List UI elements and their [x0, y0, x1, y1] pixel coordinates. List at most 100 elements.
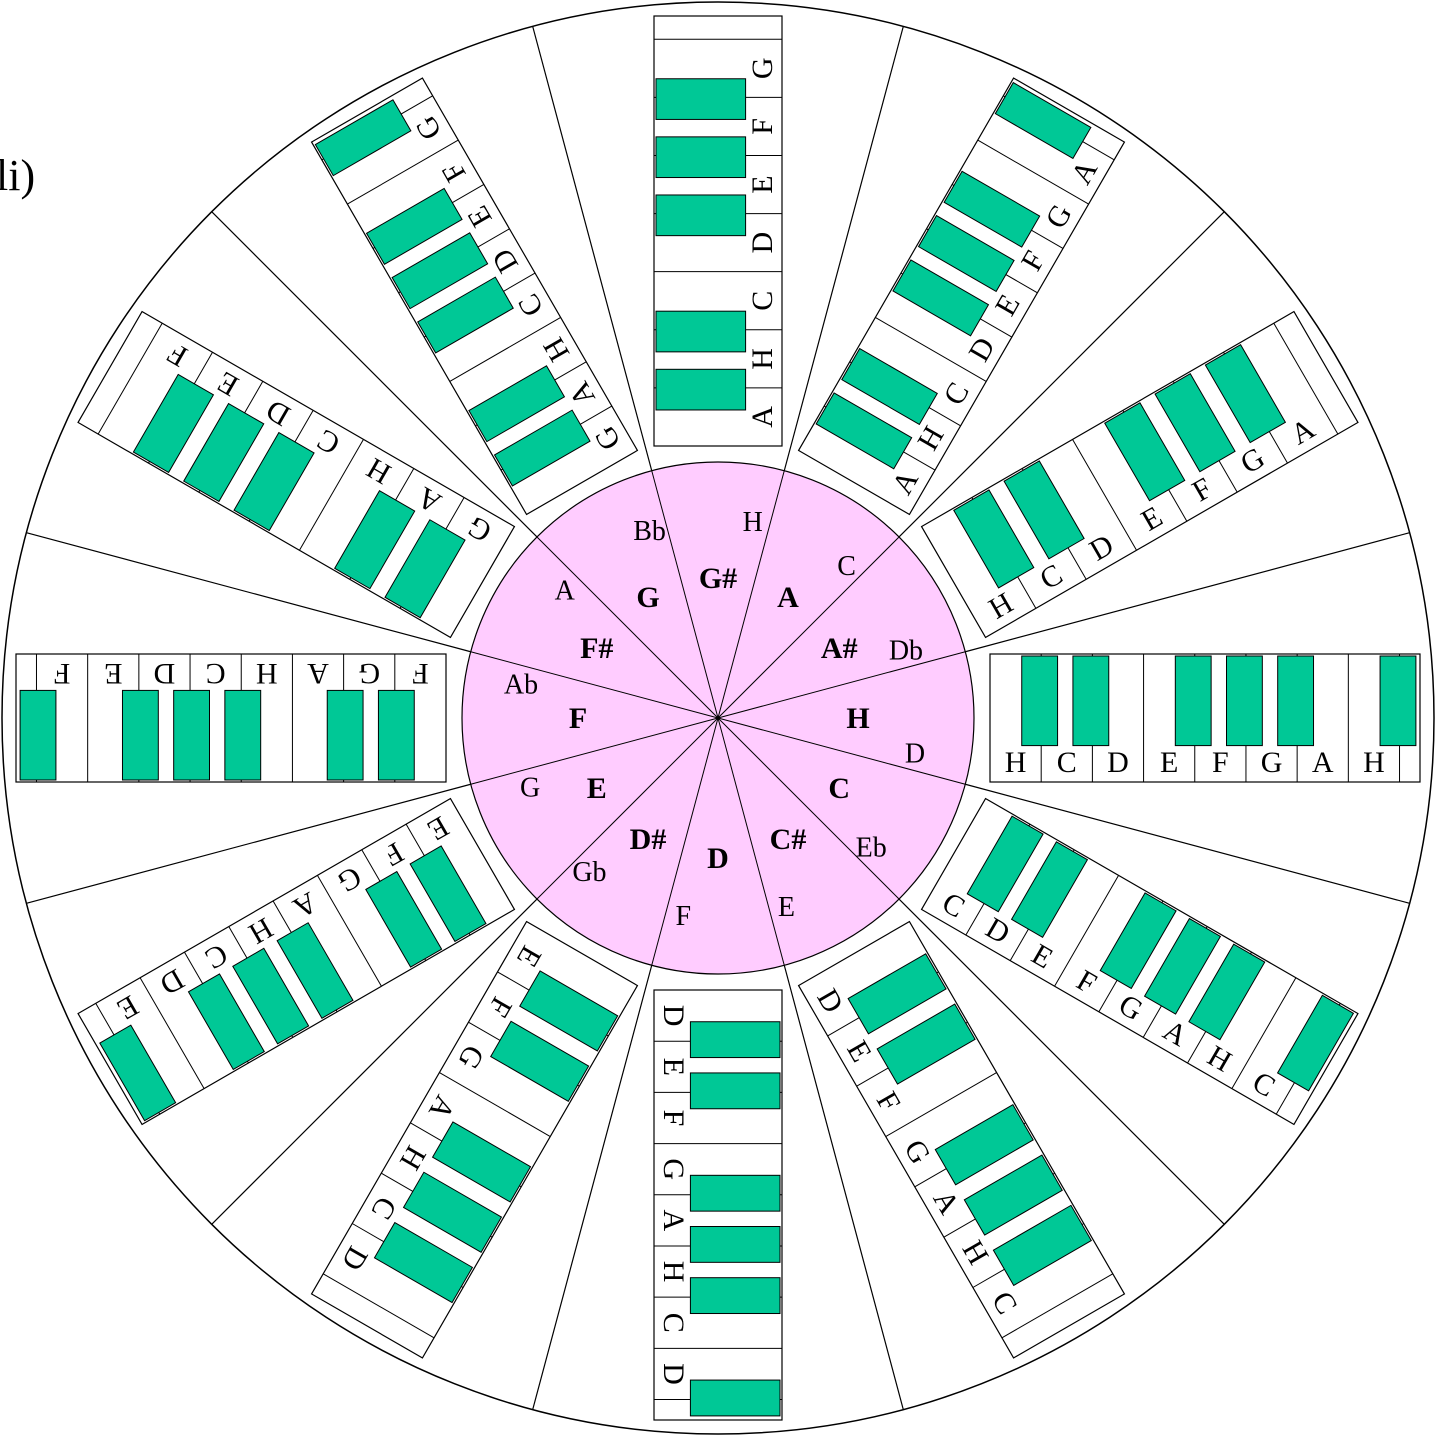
- black-key: [689, 1379, 781, 1417]
- major-key-label: D: [707, 842, 729, 875]
- sector-divider: [26, 783, 471, 904]
- major-key-label: F#: [580, 632, 613, 665]
- key-divider: [322, 1273, 435, 1339]
- black-key: [934, 1104, 1034, 1186]
- key-label: H: [1363, 746, 1385, 779]
- key-divider: [1072, 439, 1137, 551]
- major-key-label: E: [587, 772, 607, 805]
- sector-divider: [965, 532, 1410, 653]
- black-key: [953, 489, 1035, 589]
- black-key: [655, 78, 747, 120]
- minor-key-label: Eb: [856, 833, 887, 864]
- major-key-label: A: [777, 581, 799, 614]
- key-label: D: [1107, 746, 1129, 779]
- black-key: [1072, 655, 1110, 747]
- minor-key-label: Gb: [572, 857, 606, 888]
- sector-divider: [898, 211, 1225, 538]
- major-key-label: C: [828, 772, 850, 805]
- minor-key-label: Ab: [504, 669, 538, 700]
- sector-divider: [211, 211, 538, 538]
- key-label: D: [154, 657, 176, 690]
- key-label: A: [307, 657, 329, 690]
- key-divider: [1054, 875, 1119, 987]
- black-key: [365, 187, 463, 265]
- black-key: [1010, 841, 1089, 938]
- key-label: F: [412, 657, 429, 690]
- black-key: [876, 1003, 976, 1085]
- key-label: F: [1212, 746, 1229, 779]
- center-divider: [470, 651, 719, 719]
- black-key: [992, 1204, 1092, 1287]
- sector-divider: [532, 26, 653, 471]
- major-key-label: G: [636, 581, 659, 614]
- center-divider: [651, 717, 719, 966]
- black-key: [519, 970, 619, 1052]
- black-key: [314, 99, 412, 177]
- key-divider: [299, 439, 364, 551]
- black-key: [917, 214, 1015, 293]
- key-label: G: [1261, 746, 1283, 779]
- center-divider: [536, 717, 719, 900]
- black-key: [431, 1121, 532, 1203]
- key-label: H: [256, 657, 278, 690]
- key-divider: [1001, 1273, 1114, 1339]
- black-key: [224, 689, 262, 781]
- black-key: [892, 259, 990, 337]
- minor-key-label: Db: [889, 636, 923, 667]
- black-key: [1226, 655, 1263, 747]
- black-key: [994, 81, 1092, 160]
- black-key: [377, 689, 415, 781]
- key-divider: [97, 322, 163, 435]
- black-key: [655, 310, 747, 353]
- key-divider: [439, 1072, 551, 1137]
- center-divider: [717, 651, 966, 719]
- black-key: [1174, 655, 1212, 747]
- black-key: [276, 922, 354, 1019]
- black-key: [132, 373, 215, 474]
- black-key: [1104, 402, 1186, 502]
- key-label: F: [657, 1110, 690, 1127]
- sector-divider: [211, 898, 538, 1225]
- black-key: [334, 490, 416, 590]
- minor-key-label: E: [778, 892, 795, 923]
- key-label: E: [657, 1058, 690, 1076]
- sector-divider: [783, 26, 904, 471]
- key-divider: [977, 139, 1089, 205]
- black-key: [655, 136, 747, 179]
- key-label: F: [54, 657, 71, 690]
- black-key: [233, 431, 315, 532]
- black-key: [963, 1154, 1063, 1236]
- sector-divider: [532, 965, 653, 1410]
- center-divider: [717, 717, 966, 785]
- black-key: [1154, 373, 1236, 473]
- black-key: [943, 170, 1041, 248]
- black-key: [1021, 655, 1059, 747]
- black-key: [468, 365, 566, 443]
- key-label: A: [746, 406, 779, 428]
- black-key: [841, 347, 938, 426]
- key-label: C: [657, 1313, 690, 1333]
- black-key: [19, 689, 57, 781]
- key-label: D: [746, 232, 779, 254]
- black-key: [1188, 943, 1266, 1041]
- black-key: [655, 194, 747, 237]
- corner-label: li): [0, 151, 36, 200]
- major-key-label: H: [846, 702, 869, 735]
- black-key: [1379, 655, 1417, 747]
- black-key: [689, 1277, 781, 1315]
- minor-key-label: F: [675, 901, 691, 932]
- black-key: [417, 276, 514, 354]
- center-divider: [717, 536, 900, 719]
- key-label: G: [746, 57, 779, 79]
- key-divider: [875, 317, 987, 382]
- black-key: [689, 1226, 781, 1263]
- black-key: [173, 689, 210, 781]
- black-key: [815, 392, 913, 470]
- keyboard-10: A H C D E F G: [653, 15, 783, 447]
- black-key: [655, 368, 747, 411]
